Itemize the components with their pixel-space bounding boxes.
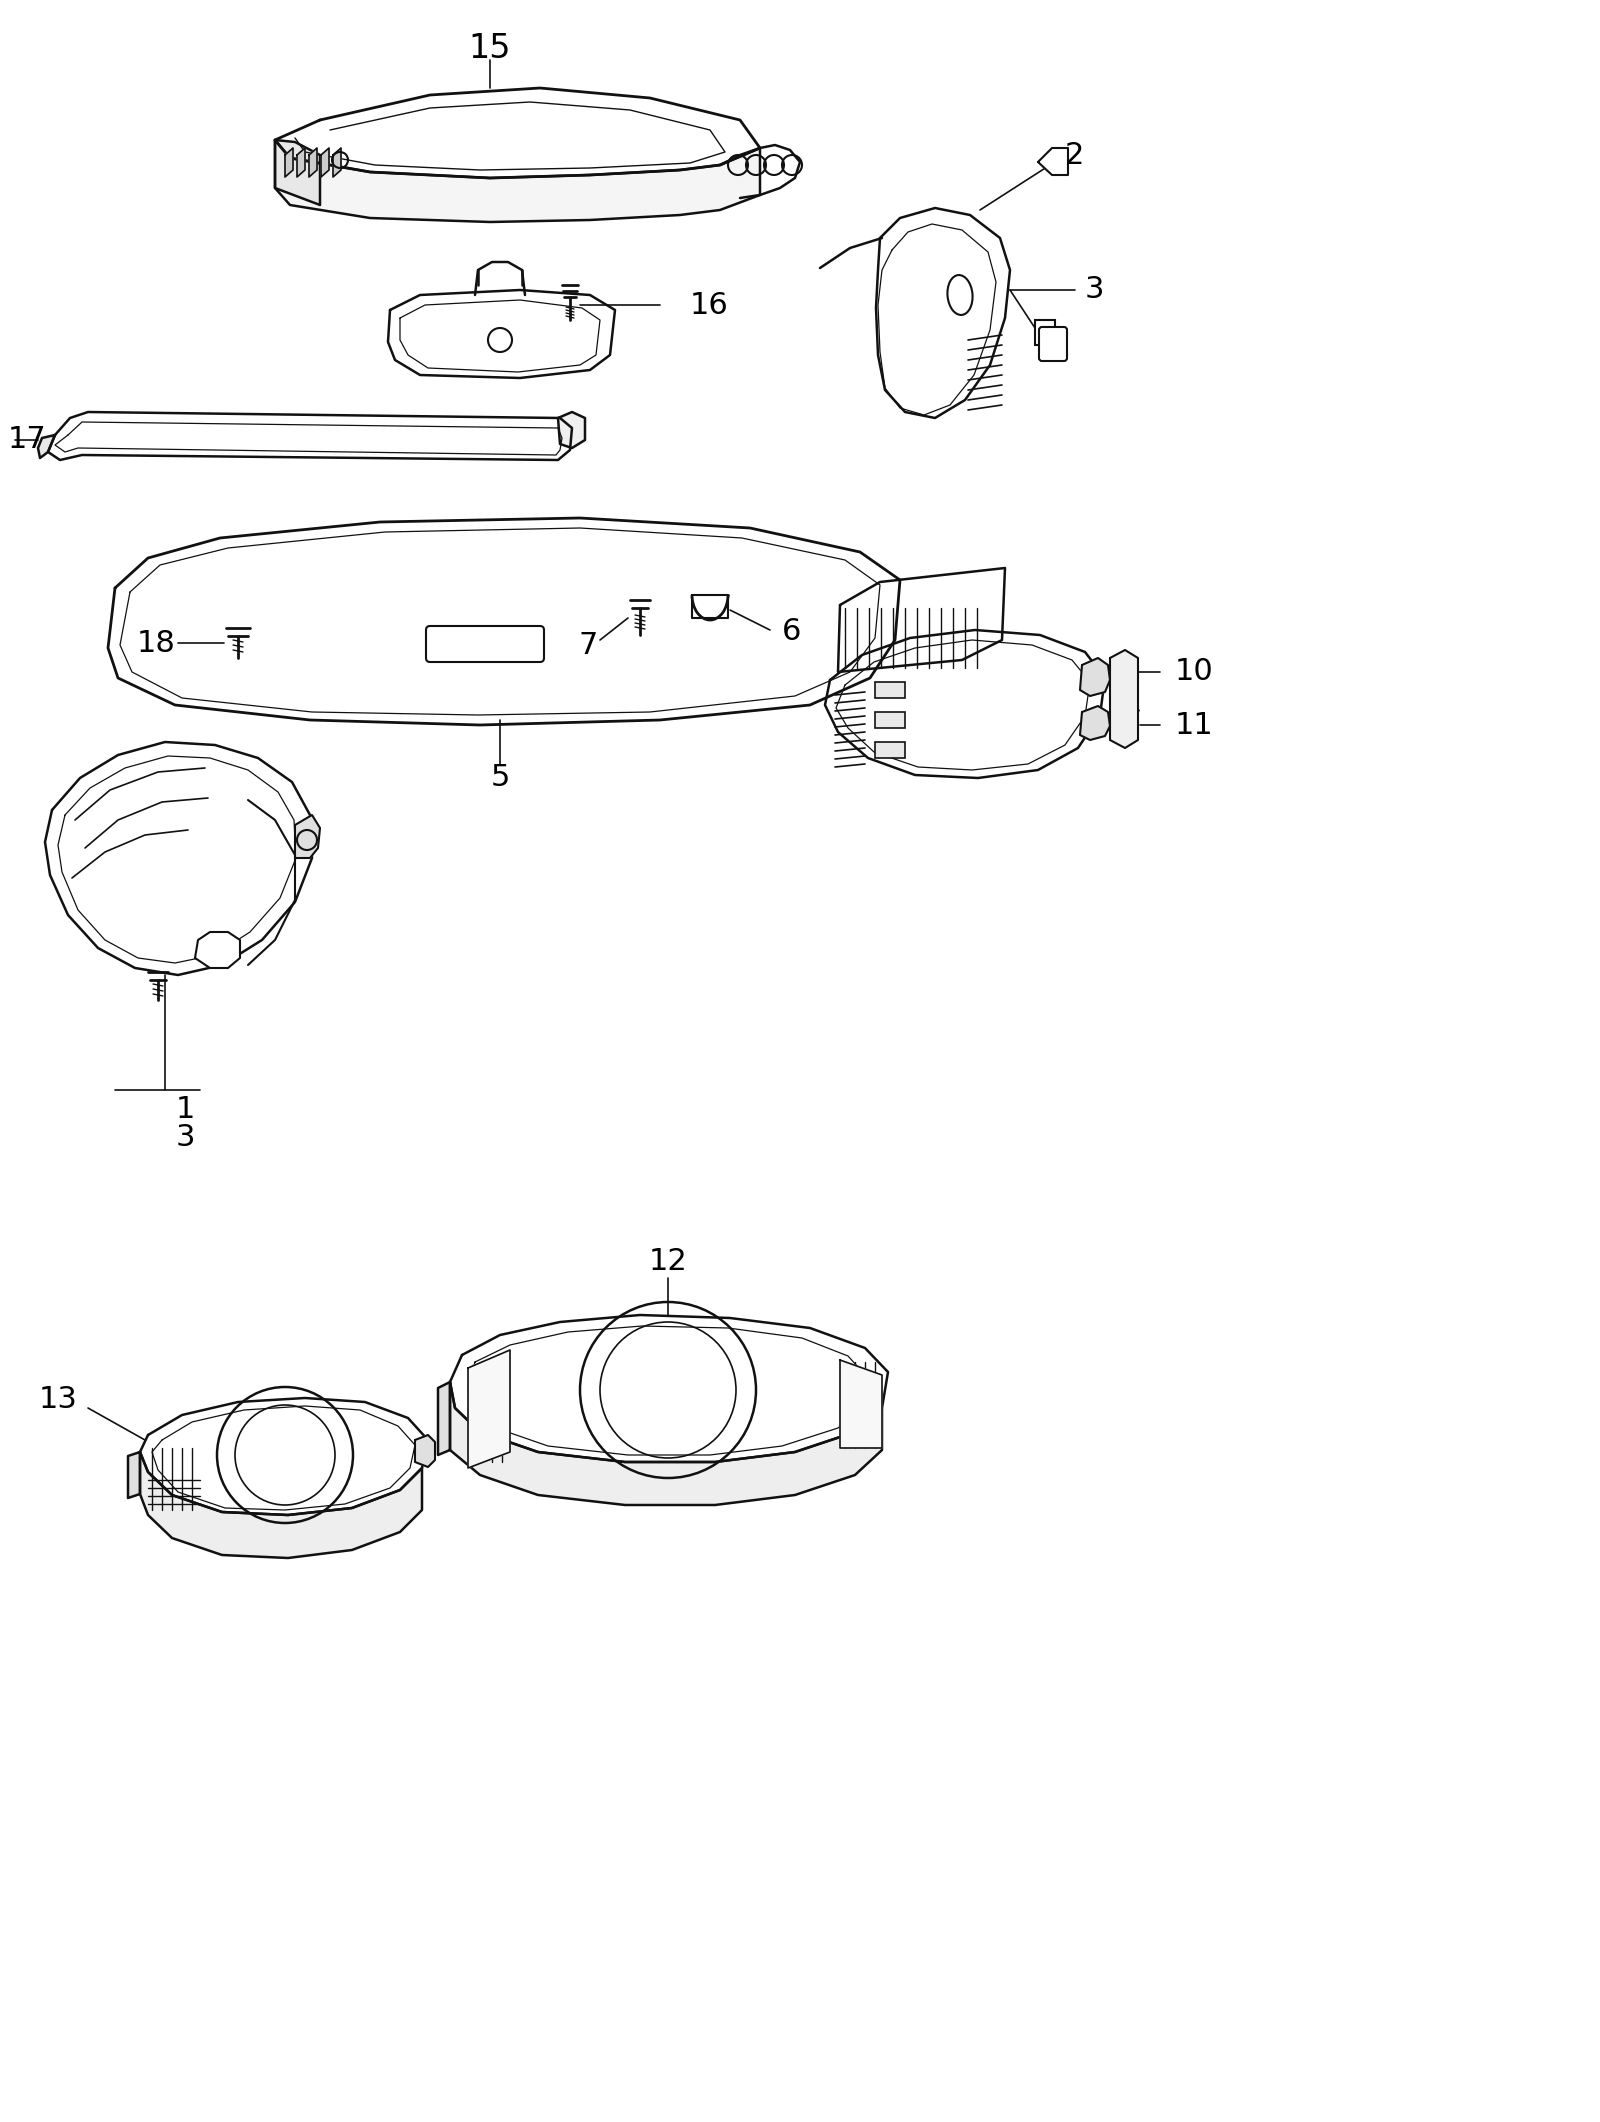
Polygon shape [838, 569, 1005, 673]
Polygon shape [141, 1451, 422, 1558]
Text: 15: 15 [469, 32, 512, 64]
Polygon shape [275, 140, 760, 223]
Polygon shape [48, 412, 573, 460]
Polygon shape [826, 630, 1106, 779]
Text: 6: 6 [782, 618, 802, 647]
Text: 11: 11 [1174, 711, 1214, 738]
Polygon shape [467, 1350, 510, 1468]
Polygon shape [45, 743, 312, 974]
Polygon shape [141, 1398, 429, 1515]
Text: 17: 17 [8, 427, 46, 454]
Polygon shape [195, 932, 240, 968]
Bar [875, 743, 906, 758]
FancyBboxPatch shape [426, 626, 544, 662]
Polygon shape [1080, 658, 1110, 696]
Text: 18: 18 [138, 628, 176, 658]
Polygon shape [414, 1434, 435, 1466]
Text: 13: 13 [38, 1386, 78, 1415]
Polygon shape [285, 149, 293, 176]
Polygon shape [387, 291, 614, 378]
Polygon shape [1038, 149, 1069, 174]
Bar [875, 681, 906, 698]
Text: 1: 1 [176, 1095, 195, 1125]
Text: 7: 7 [578, 630, 598, 660]
Text: 5: 5 [490, 764, 510, 792]
Polygon shape [275, 87, 760, 178]
Text: 12: 12 [648, 1248, 688, 1277]
Polygon shape [309, 149, 317, 176]
Text: 16: 16 [690, 291, 728, 320]
Polygon shape [294, 815, 320, 857]
Polygon shape [38, 435, 54, 458]
Text: 3: 3 [1085, 276, 1104, 303]
Polygon shape [333, 149, 341, 176]
Polygon shape [438, 1381, 450, 1456]
Bar [875, 713, 906, 728]
Polygon shape [1110, 649, 1138, 747]
Polygon shape [558, 412, 586, 448]
Polygon shape [877, 208, 1010, 418]
Bar [1035, 320, 1054, 346]
Polygon shape [1080, 707, 1110, 741]
Text: 3: 3 [176, 1123, 195, 1152]
Polygon shape [275, 140, 320, 206]
Polygon shape [128, 1451, 141, 1498]
FancyBboxPatch shape [1038, 327, 1067, 361]
Text: 2: 2 [1066, 140, 1085, 170]
Polygon shape [450, 1316, 888, 1462]
Polygon shape [109, 518, 899, 726]
Polygon shape [840, 1360, 882, 1447]
Text: 10: 10 [1174, 658, 1214, 688]
Polygon shape [450, 1381, 882, 1504]
Polygon shape [691, 594, 728, 618]
Polygon shape [322, 149, 330, 176]
Polygon shape [298, 149, 306, 176]
